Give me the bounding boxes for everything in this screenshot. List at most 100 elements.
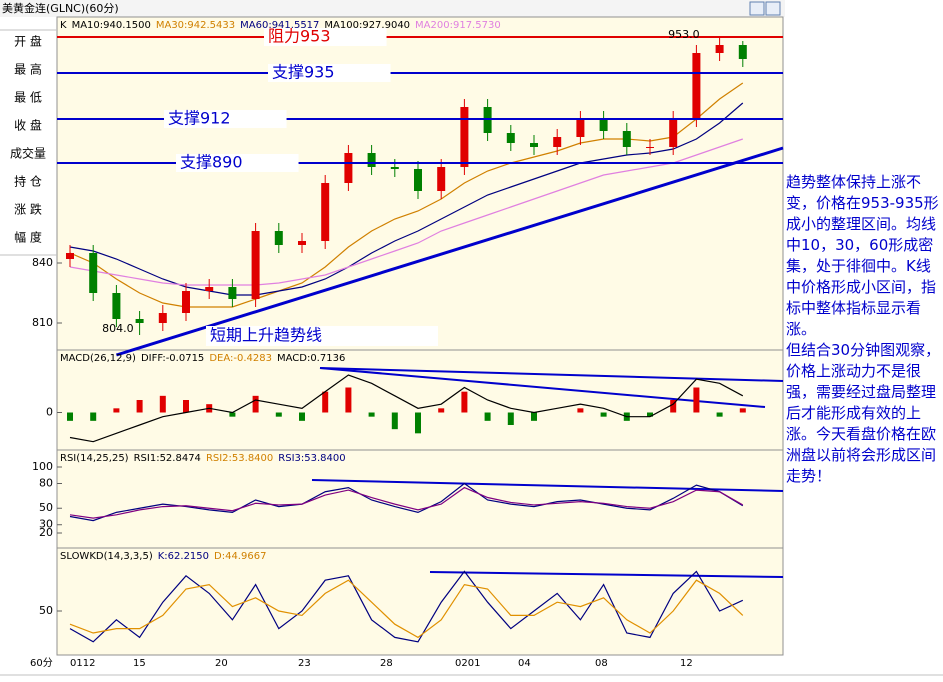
level-label: 支撑890	[180, 153, 243, 172]
x-tick-label: 28	[380, 658, 393, 669]
level-label-bg	[164, 110, 287, 128]
macd-bar	[461, 391, 468, 413]
indicator-line	[69, 570, 744, 643]
quote-label: 涨 跌	[14, 202, 42, 217]
y-tick-label: 20	[39, 526, 53, 539]
annotation-line	[429, 571, 784, 578]
x-tick-label: 20	[215, 658, 228, 669]
quote-label: 收 盘	[14, 118, 42, 133]
macd-bar	[159, 395, 166, 413]
candle-body	[599, 119, 608, 131]
legend-item: RSI3:53.8400	[278, 453, 345, 464]
macd-bar	[67, 412, 73, 421]
candle-body	[274, 231, 283, 245]
legend-item: RSI1:52.8474	[134, 453, 201, 464]
quote-label: 持 仓	[14, 174, 42, 189]
macd-bar	[693, 387, 700, 413]
ma-line	[69, 138, 743, 286]
legend-item: MA10:940.1500	[72, 20, 151, 31]
candle-body	[182, 291, 190, 313]
candle-body	[692, 53, 701, 119]
commentary-paragraph: 趋势整体保持上涨不变，价格在953-935形成小的整理区间。均线中10，30，6…	[786, 173, 939, 338]
candle-body	[367, 153, 376, 167]
candle-body	[228, 287, 237, 299]
trend-label-bg	[206, 326, 439, 346]
macd-bar	[716, 412, 723, 417]
x-tick-label: 0112	[70, 658, 95, 669]
macd-bar	[391, 412, 398, 430]
y-tick-label: 840	[32, 256, 53, 269]
chart-title: 美黄金连(GLNC)(60分)	[2, 1, 119, 15]
annotation-line	[319, 367, 784, 382]
macd-bar	[90, 412, 97, 421]
candle-body	[205, 287, 214, 291]
ma-line	[69, 102, 744, 296]
quote-label: 最 低	[14, 91, 42, 105]
y-tick-label: 50	[39, 604, 53, 617]
x-tick-label: 15	[133, 658, 146, 669]
indicator-line	[69, 486, 744, 519]
candle-body	[66, 253, 74, 259]
candle-body	[738, 45, 747, 59]
macd-bar	[739, 408, 746, 413]
macd-bar	[183, 400, 189, 413]
macd-bar	[484, 412, 491, 421]
x-tick-label: 12	[680, 658, 693, 669]
macd-bar	[438, 408, 445, 413]
trend-line	[115, 146, 784, 357]
macd-bar	[600, 412, 607, 417]
macd-bar	[647, 412, 653, 417]
legend-item: MA60:941.5517	[240, 20, 319, 31]
x-tick-label: 23	[298, 658, 311, 669]
candle-body	[622, 131, 631, 147]
legend-item: MA100:927.9040	[324, 20, 410, 31]
indicator-line	[69, 579, 744, 639]
level-label: 支撑935	[272, 63, 335, 82]
y-tick-label: 0	[46, 406, 53, 419]
candle-body	[553, 137, 562, 147]
macd-bar	[322, 391, 329, 413]
legend-item: D:44.9667	[214, 551, 266, 562]
legend-item: SLOWKD(14,3,3,5)	[60, 551, 153, 562]
legend-item: K:62.2150	[158, 551, 209, 562]
candle-body	[437, 167, 446, 191]
candle-body	[390, 167, 399, 169]
high-label: 953.0	[668, 28, 700, 41]
candle-body	[715, 45, 724, 53]
y-tick-label: 80	[39, 476, 53, 489]
macd-bar	[229, 412, 236, 417]
level-label-bg	[264, 28, 387, 46]
macd-bar	[507, 412, 514, 425]
quote-label: 最 高	[14, 62, 42, 77]
quote-label: 开 盘	[14, 34, 42, 49]
level-label: 支撑912	[168, 109, 231, 128]
candle-body	[460, 107, 469, 167]
legend-item: DIFF:-0.0715	[141, 353, 204, 364]
level-label-bg	[176, 154, 299, 172]
x-tick-label: 04	[518, 658, 531, 669]
title-bar	[0, 0, 785, 17]
macd-bar	[299, 412, 305, 421]
y-tick-label: 100	[32, 460, 53, 473]
legend-item: MACD(26,12,9)	[60, 353, 136, 364]
x-tick-label: 0201	[455, 658, 480, 669]
prev-button[interactable]	[749, 1, 765, 16]
candle-body	[298, 241, 306, 245]
legend-item: RSI(14,25,25)	[60, 453, 129, 464]
trend-label: 短期上升趋势线	[210, 326, 322, 345]
legend-item: RSI2:53.8400	[206, 453, 273, 464]
candle-body	[251, 231, 260, 299]
low-label: 804.0	[102, 322, 134, 335]
y-tick-label: 30	[39, 518, 53, 531]
candle-body	[112, 293, 121, 319]
next-button[interactable]	[765, 1, 781, 16]
macd-bar	[136, 400, 143, 413]
commentary-paragraph: 但结合30分钟图观察，价格上涨动力不是很强，需要经过盘局整理后才能形成有效的上涨…	[786, 341, 941, 485]
macd-line	[69, 374, 744, 443]
candle-body	[158, 313, 167, 323]
level-label-bg	[268, 64, 391, 82]
quote-label: 成交量	[10, 146, 46, 161]
legend-item: MACD:0.7136	[277, 353, 345, 364]
quote-label: 幅 度	[14, 230, 42, 245]
